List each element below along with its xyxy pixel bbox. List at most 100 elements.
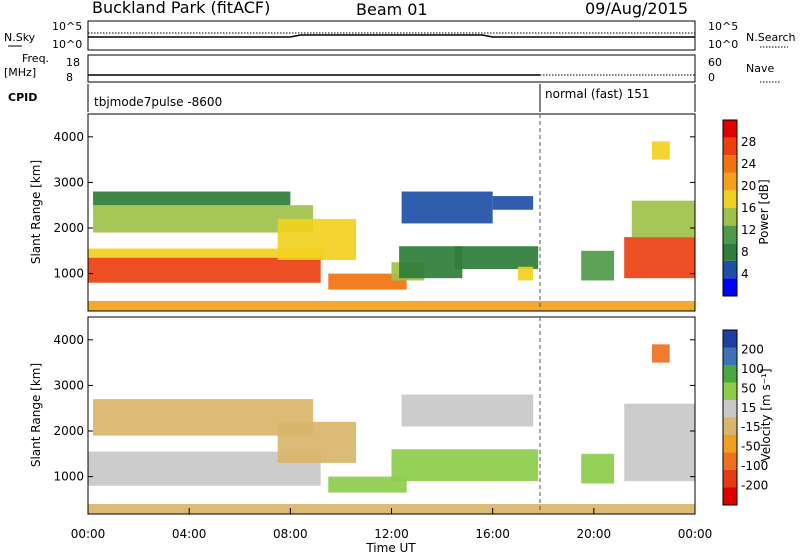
power-region-5 (328, 273, 407, 290)
freq-tick-high: 18 (66, 56, 80, 69)
power-cbar-tick-6: 4 (741, 267, 749, 281)
nsky-trace (88, 34, 695, 38)
power-cbar-tick-5: 8 (741, 245, 749, 259)
xtick-label-1: 04:00 (172, 527, 207, 541)
velocity-colorbar-label: Velocity [m s⁻¹] (759, 368, 773, 461)
power-region-7 (399, 246, 463, 279)
velocity-region-6 (581, 453, 615, 484)
noise-tick-left-low: 10^0 (52, 38, 82, 51)
power-region-8 (454, 246, 539, 270)
power-cbar-tick-0: 28 (741, 135, 756, 149)
velocity-ylabel: Slant Range [km] (29, 363, 43, 467)
vel-cbar-tick-6: -100 (741, 459, 768, 473)
freq-tick-low: 8 (66, 71, 73, 84)
vel-cbar-tick-3: 15 (741, 401, 756, 415)
velocity-region-8 (652, 344, 670, 363)
power-region-16 (88, 300, 695, 311)
cpid-row: CPID tbjmode7pulse -8600 normal (fast) 1… (8, 84, 696, 112)
power-region-14 (631, 200, 695, 238)
vel-cbar-tick-5: -50 (741, 440, 761, 454)
station-title: Buckland Park (fitACF) (92, 0, 270, 17)
power-region-2 (93, 205, 314, 233)
velocity-region-2 (277, 421, 357, 463)
power-ytick-label-2: 3000 (53, 175, 84, 189)
freq-label: Freq. (22, 52, 49, 65)
date-title: 09/Aug/2015 (585, 0, 688, 18)
vel-cbar-tick-1: 100 (741, 362, 764, 376)
cpid-segment-2: normal (fast) 151 (545, 87, 649, 101)
power-cbar-tick-1: 24 (741, 157, 756, 171)
vel-cbar-tick-0: 200 (741, 342, 764, 356)
xtick-label-5: 20:00 (577, 527, 612, 541)
power-heatmap (88, 141, 695, 311)
velocity-heatmap (88, 344, 695, 514)
vel-cbar-swatch-0 (723, 487, 737, 505)
vel-cbar-tick-4: -15 (741, 420, 761, 434)
power-cbar-swatch-2 (723, 243, 737, 261)
velocity-ytick-label-3: 4000 (53, 333, 84, 347)
power-cbar-swatch-5 (723, 190, 737, 208)
vel-cbar-swatch-1 (723, 470, 737, 488)
power-cbar-tick-2: 20 (741, 179, 756, 193)
power-cbar-swatch-1 (723, 260, 737, 279)
vel-cbar-swatch-6 (723, 382, 737, 400)
power-region-10 (492, 196, 534, 210)
vel-cbar-swatch-4 (723, 417, 737, 435)
power-ytick-label-3: 4000 (53, 130, 84, 144)
velocity-colorbar: 200 100 50 15 -15 -50 -100 -200 (722, 329, 768, 506)
power-ytick-label-0: 1000 (53, 267, 84, 281)
power-cbar-swatch-0 (723, 278, 737, 296)
power-region-1 (88, 248, 324, 258)
power-ylabel: Slant Range [km] (29, 160, 43, 264)
power-region-12 (581, 250, 615, 281)
velocity-ytick-label-1: 2000 (53, 424, 84, 438)
power-cbar-swatch-3 (723, 225, 737, 244)
time-xlabel: Time UT (365, 541, 416, 554)
velocity-region-5 (401, 394, 534, 427)
power-cbar-swatch-4 (723, 208, 737, 226)
xtick-label-4: 16:00 (475, 527, 510, 541)
nsearch-label: N.Search (746, 31, 796, 44)
velocity-region-1 (93, 399, 314, 436)
power-colorbar: 28 24 20 16 12 8 4 (722, 119, 756, 297)
power-colorbar-label: Power [dB] (757, 179, 771, 244)
power-region-9 (401, 191, 493, 224)
noise-tick-left-high: 10^5 (52, 20, 82, 33)
noise-tick-right-low: 10^0 (708, 38, 738, 51)
power-region-15 (652, 141, 670, 160)
vel-cbar-swatch-5 (723, 400, 737, 418)
vel-cbar-swatch-8 (723, 347, 737, 365)
xtick-label-3: 12:00 (374, 527, 409, 541)
power-region-0 (88, 257, 321, 283)
power-cbar-tick-4: 12 (741, 223, 756, 237)
velocity-panel: 1000 2000 3000 4000 00:00 04:00 08:00 12:00 16:… (29, 316, 773, 554)
nave-tick-high: 60 (708, 56, 722, 69)
nsky-label: N.Sky (4, 31, 36, 44)
vel-cbar-swatch-3 (723, 435, 737, 453)
power-panel: 1000 2000 3000 4000 Slant Range [km] 28 24 20… (29, 113, 771, 312)
freq-unit: [MHz] (4, 66, 36, 79)
power-cbar-swatch-6 (723, 172, 737, 191)
nave-tick-low: 0 (708, 71, 715, 84)
vel-cbar-tick-7: -200 (741, 479, 768, 493)
vel-cbar-swatch-2 (723, 452, 737, 470)
vel-cbar-tick-2: 50 (741, 381, 756, 395)
vel-cbar-swatch-9 (723, 330, 737, 348)
velocity-region-3 (328, 476, 407, 493)
xtick-label-0: 00:00 (71, 527, 106, 541)
velocity-ytick-label-0: 1000 (53, 470, 84, 484)
velocity-ytick-label-2: 3000 (53, 378, 84, 392)
xtick-label-2: 08:00 (273, 527, 308, 541)
freq-nave-panel: Freq. [MHz] 18 8 60 0 Nave (4, 52, 780, 84)
xtick-label-6: 00:00 (678, 527, 713, 541)
power-cbar-tick-3: 16 (741, 201, 756, 215)
noise-tick-right-high: 10^5 (708, 20, 738, 33)
power-ytick-label-1: 2000 (53, 221, 84, 235)
power-cbar-swatch-7 (723, 155, 737, 173)
power-region-11 (517, 266, 534, 281)
power-region-4 (277, 218, 357, 260)
power-region-3 (93, 191, 291, 206)
velocity-region-7 (624, 403, 695, 482)
nave-label: Nave (746, 62, 774, 75)
